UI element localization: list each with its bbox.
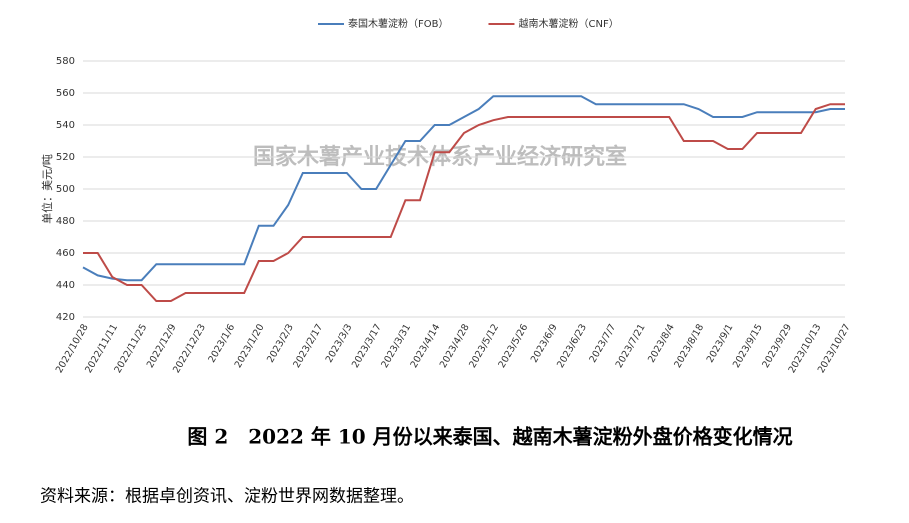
line [83,103,845,302]
y-tick-label: 420 [56,312,75,323]
x-tick-label: 2023/5/12 [467,322,501,370]
legend-label: 越南木薯淀粉（CNF） [518,17,618,30]
legend-label: 泰国木薯淀粉（FOB） [348,17,448,30]
source: 资料来源：根据卓创资讯、淀粉世界网数据整理。 [40,487,414,507]
line [82,95,845,282]
y-tick-label: 560 [56,88,75,99]
x-tick-label: 2023/6/9 [529,322,560,364]
x-tick-label: 2023/4/14 [409,322,443,370]
x-tick-label: 2023/9/29 [760,322,794,370]
caption: 图 2 2022 年 10 月份以来泰国、越南木薯淀粉外盘价格变化情况 [187,425,792,449]
y-tick-label: 440 [56,280,75,291]
y-tick-label: 540 [56,120,75,131]
x-tick-label: 2023/3/3 [324,322,355,364]
x-tick-label: 2023/6/23 [555,322,589,370]
x-tick-label: 2023/9/1 [705,322,736,364]
y-tick-label: 520 [56,152,75,163]
x-tick-label: 2023/3/31 [379,322,413,370]
x-tick-label: 2022/12/9 [145,322,179,370]
x-tick-label: 2023/2/3 [265,322,296,364]
x-tick-label: 2023/5/26 [496,322,530,370]
y-tick-label: 460 [56,248,75,259]
y-axis-label: 单位：美元/吨 [40,154,54,224]
x-tick-label: 2023/8/4 [646,322,677,364]
y-tick-label: 500 [56,184,75,195]
x-tick-label: 2023/1/6 [206,322,237,364]
x-tick-label: 2023/4/28 [438,322,472,370]
x-tick-label: 2023/3/17 [350,322,384,370]
x-tick-label: 2023/9/15 [731,322,765,370]
y-tick-label: 480 [56,216,75,227]
y-tick-label: 580 [56,56,75,67]
x-tick-label: 2023/8/18 [672,322,706,370]
x-tick-label: 2023/7/21 [614,322,648,370]
x-tick-label: 2023/2/17 [291,322,325,370]
x-tick-label: 2023/7/7 [587,322,618,364]
x-tick-label: 2023/1/20 [233,322,267,370]
